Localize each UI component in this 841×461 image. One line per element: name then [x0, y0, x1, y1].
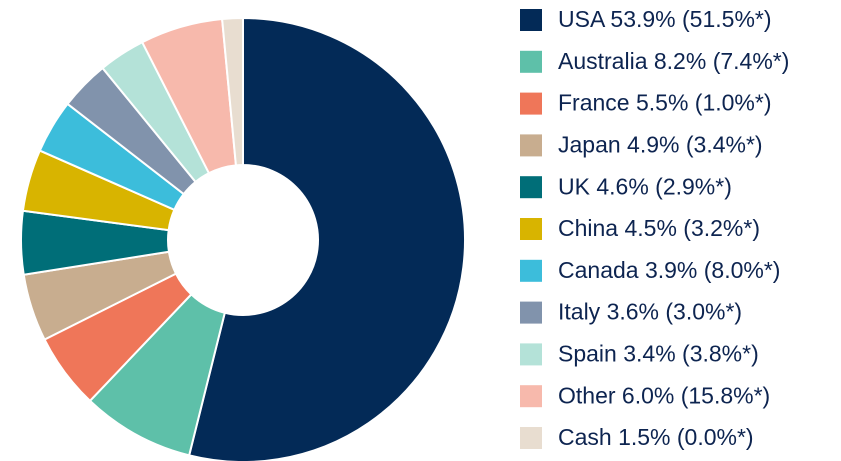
legend-swatch: [520, 134, 542, 157]
legend-swatch: [520, 92, 542, 115]
legend-swatch: [520, 9, 542, 31]
legend-swatch: [520, 259, 542, 282]
legend-label: USA 53.9% (51.5%*): [558, 6, 772, 32]
legend-swatch: [520, 301, 542, 324]
legend-label: Other 6.0% (15.8%*): [558, 382, 770, 408]
donut-slice: [221, 16, 244, 167]
donut-slice: [187, 16, 466, 461]
legend-label: Japan 4.9% (3.4%*): [558, 131, 763, 157]
legend-swatch: [520, 385, 542, 408]
legend-label: Cash 1.5% (0.0%*): [558, 424, 754, 450]
legend-swatch: [520, 343, 542, 366]
legend-label: Spain 3.4% (3.8%*): [558, 340, 759, 366]
legend-label: UK 4.6% (2.9%*): [558, 173, 732, 199]
legend-swatch: [520, 176, 542, 199]
legend-label: China 4.5% (3.2%*): [558, 215, 760, 241]
legend-swatch: [520, 218, 542, 240]
legend-swatch: [520, 50, 542, 73]
legend-label: Australia 8.2% (7.4%*): [558, 48, 789, 74]
legend-label: France 5.5% (1.0%*): [558, 90, 771, 116]
legend-swatch: [520, 427, 542, 449]
legend-label: Italy 3.6% (3.0%*): [558, 299, 742, 325]
legend-label: Canada 3.9% (8.0%*): [558, 257, 780, 283]
